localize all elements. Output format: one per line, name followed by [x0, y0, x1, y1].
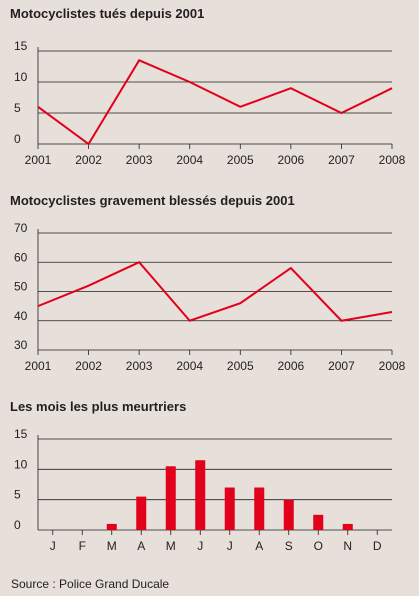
x-tick-label: A [137, 539, 145, 553]
chart-title-months: Les mois les plus meurtriers [10, 399, 187, 414]
bar [165, 466, 176, 530]
x-tick-label: J [50, 539, 56, 553]
x-tick-label: D [373, 539, 382, 553]
x-tick-label: 2002 [75, 153, 102, 167]
y-tick-label: 10 [14, 457, 28, 471]
y-tick-label: 50 [14, 280, 28, 294]
y-tick-label: 0 [14, 132, 21, 146]
y-tick-label: 0 [14, 518, 21, 532]
y-tick-label: 10 [14, 70, 28, 84]
bar [283, 499, 294, 530]
x-tick-label: J [197, 539, 203, 553]
y-tick-label: 5 [14, 488, 21, 502]
x-tick-label: 2008 [379, 153, 406, 167]
x-tick-label: M [166, 539, 176, 553]
series-line [37, 59, 393, 146]
y-tick-label: 5 [14, 101, 21, 115]
y-tick-label: 15 [14, 39, 28, 53]
bar [254, 487, 265, 530]
x-tick-label: 2001 [25, 153, 52, 167]
x-tick-label: A [255, 539, 263, 553]
series-line [37, 261, 393, 322]
bar-chart-months: 0 5 10 15 J F M A M J J A S O N D [14, 427, 392, 553]
x-tick-label: 2001 [25, 359, 52, 373]
x-tick-label: 2006 [278, 153, 305, 167]
x-tick-label: 2006 [278, 359, 305, 373]
line-chart-injured: 30 40 50 60 70 2001 2002 2003 2004 2005 2006 2007 20… [14, 221, 406, 373]
x-tick-label: 2004 [176, 359, 203, 373]
x-tick-label: 2004 [176, 153, 203, 167]
x-tick-label: 2003 [126, 153, 153, 167]
x-tick-label: M [107, 539, 117, 553]
y-tick-label: 40 [14, 309, 28, 323]
y-tick-label: 70 [14, 221, 28, 235]
line-chart-killed: 0 5 10 15 2001 2002 2003 2004 2005 2006 2007 2008 [14, 39, 406, 167]
x-tick-label: 2002 [75, 359, 102, 373]
y-tick-label: 15 [14, 427, 28, 441]
x-tick-label: 2003 [126, 359, 153, 373]
x-tick-label: 2005 [227, 153, 254, 167]
x-tick-label: N [343, 539, 352, 553]
x-tick-label: 2007 [328, 359, 355, 373]
x-tick-label: S [285, 539, 293, 553]
chart-title-killed: Motocyclistes tués depuis 2001 [10, 6, 205, 21]
x-tick-label: 2005 [227, 359, 254, 373]
bar [342, 523, 353, 530]
source-note: Source : Police Grand Ducale [11, 577, 170, 591]
chart-title-injured: Motocyclistes gravement blessés depuis 2… [10, 193, 295, 208]
y-tick-label: 30 [14, 338, 28, 352]
bar [224, 487, 235, 530]
x-tick-label: O [314, 539, 323, 553]
x-tick-label: 2007 [328, 153, 355, 167]
y-tick-label: 60 [14, 250, 28, 264]
x-tick-label: J [227, 539, 233, 553]
bar [106, 523, 117, 530]
bar [195, 460, 206, 530]
x-tick-label: 2008 [379, 359, 406, 373]
x-tick-label: F [79, 539, 86, 553]
bar [136, 496, 147, 530]
bar [313, 514, 324, 530]
